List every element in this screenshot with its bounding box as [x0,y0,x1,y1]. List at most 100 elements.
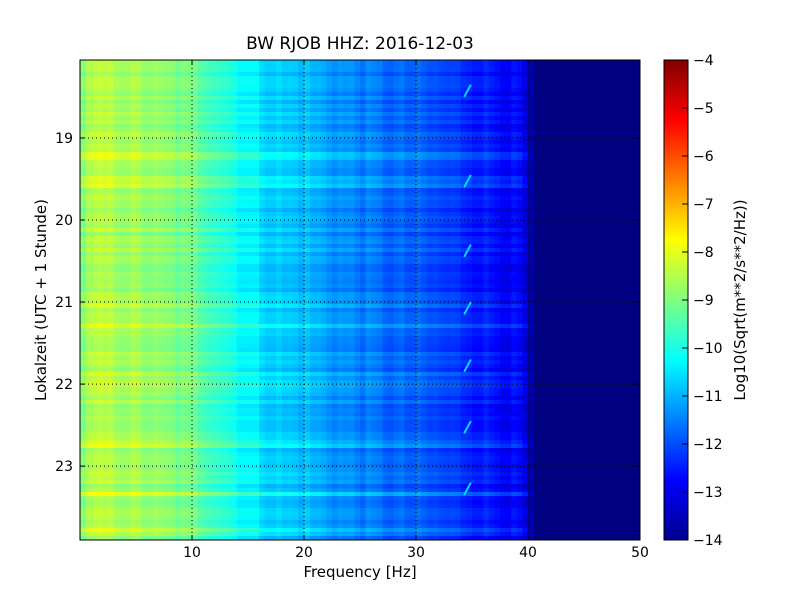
heatmap-cell [276,100,283,105]
heatmap-cell [264,252,271,257]
heatmap-cell [136,224,143,229]
heatmap-cell [214,92,221,97]
heatmap-cell [130,212,137,217]
heatmap-cell [337,104,344,109]
heatmap-cell [130,184,137,189]
heatmap-cell [203,172,210,177]
heatmap-cell [281,216,288,221]
heatmap-cell [270,60,277,65]
heatmap-cell [444,108,451,113]
heatmap-cell [617,172,624,177]
heatmap-cell [584,132,591,137]
heatmap-cell [315,240,322,245]
heatmap-cell [332,196,339,201]
heatmap-cell [304,208,311,213]
heatmap-cell [124,116,131,121]
heatmap-cell [410,68,417,73]
heatmap-cell [404,208,411,213]
heatmap-cell [460,180,467,185]
heatmap-cell [186,220,193,225]
heatmap-cell [214,172,221,177]
heatmap-cell [404,156,411,161]
heatmap-cell [472,180,479,185]
heatmap-cell [292,232,299,237]
heatmap-cell [80,60,87,65]
heatmap-cell [500,208,507,213]
heatmap-cell [242,220,249,225]
heatmap-cell [186,72,193,77]
heatmap-cell [225,112,232,117]
heatmap-cell [410,156,417,161]
heatmap-cell [606,152,613,157]
heatmap-cell [617,128,624,133]
heatmap-cell [399,76,406,81]
heatmap-cell [281,80,288,85]
heatmap-cell [197,68,204,73]
heatmap-cell [365,256,372,261]
heatmap-cell [130,192,137,197]
heatmap-cell [96,108,103,113]
heatmap-cell [522,248,529,253]
heatmap-cell [180,216,187,221]
heatmap-cell [444,96,451,101]
heatmap-cell [113,64,120,69]
heatmap-cell [152,64,159,69]
heatmap-cell [544,200,551,205]
heatmap-cell [152,244,159,249]
heatmap-cell [102,208,109,213]
heatmap-cell [220,172,227,177]
heatmap-cell [589,208,596,213]
heatmap-cell [472,144,479,149]
heatmap-cell [572,176,579,181]
heatmap-cell [589,204,596,209]
heatmap-cell [236,120,243,125]
heatmap-cell [505,256,512,261]
heatmap-cell [617,76,624,81]
heatmap-cell [175,124,182,129]
heatmap-cell [360,84,367,89]
heatmap-cell [595,236,602,241]
heatmap-cell [455,128,462,133]
heatmap-cell [360,232,367,237]
heatmap-cell [483,212,490,217]
heatmap-cell [214,104,221,109]
heatmap-cell [371,220,378,225]
heatmap-cell [337,220,344,225]
chart-title: BW RJOB HHZ: 2016-12-03 [246,34,474,54]
heatmap-cell [488,232,495,237]
heatmap-cell [634,188,640,193]
heatmap-cell [309,124,316,129]
heatmap-cell [444,160,451,165]
heatmap-cell [472,92,479,97]
heatmap-cell [337,96,344,101]
heatmap-cell [623,144,630,149]
heatmap-cell [561,256,568,261]
heatmap-cell [500,172,507,177]
heatmap-cell [393,228,400,233]
heatmap-cell [225,120,232,125]
heatmap-cell [483,124,490,129]
heatmap-cell [208,128,215,133]
heatmap-cell [612,104,619,109]
heatmap-cell [242,240,249,245]
heatmap-cell [214,180,221,185]
heatmap-cell [449,116,456,121]
heatmap-cell [180,188,187,193]
heatmap-cell [477,124,484,129]
heatmap-cell [354,204,361,209]
heatmap-cell [477,192,484,197]
heatmap-cell [158,156,165,161]
heatmap-cell [449,212,456,217]
heatmap-cell [119,220,126,225]
heatmap-cell [343,228,350,233]
heatmap-cell [287,148,294,153]
heatmap-cell [371,72,378,77]
heatmap-cell [292,256,299,261]
heatmap-cell [164,208,171,213]
heatmap-cell [225,80,232,85]
heatmap-cell [584,200,591,205]
heatmap-cell [511,168,518,173]
heatmap-cell [96,180,103,185]
heatmap-cell [528,196,535,201]
heatmap-cell [96,228,103,233]
